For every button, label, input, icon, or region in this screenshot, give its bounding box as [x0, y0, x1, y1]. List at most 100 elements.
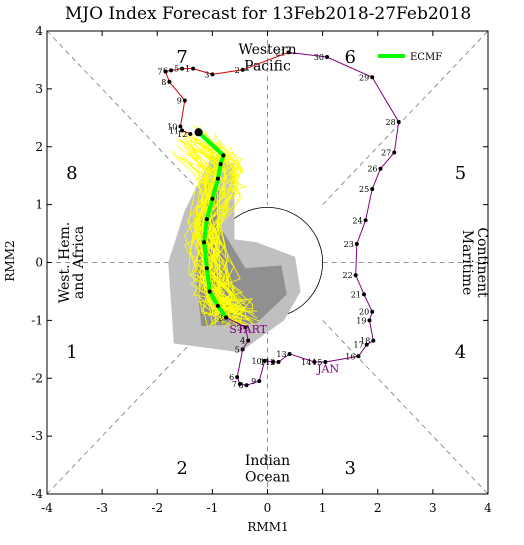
observed-point-label: 26: [367, 165, 377, 174]
observed-point-label: 12: [265, 358, 275, 367]
observed-point-label: 9: [177, 96, 182, 105]
ensemble-member-line: [180, 134, 257, 327]
observed-point: [363, 218, 368, 223]
region-label-bottom: Indian: [245, 453, 290, 469]
observed-point-label: 27: [381, 149, 391, 158]
ensemble-mean-point: [215, 176, 220, 181]
guide-diagonal-ul: [46, 30, 213, 205]
observed-point-label: 20: [359, 308, 369, 317]
y-tick-label: 0: [35, 256, 43, 270]
ensemble-mean-point: [221, 153, 226, 158]
observed-point: [178, 124, 183, 129]
observed-point-label: 5: [174, 65, 179, 74]
phase-number-5: 5: [455, 163, 466, 184]
phase-number-8: 8: [66, 163, 77, 184]
observed-point-label: 12: [177, 130, 187, 139]
ensemble-member-line: [189, 139, 239, 315]
observed-point: [167, 79, 172, 84]
x-axis-label: RMM1: [247, 520, 288, 534]
region-label-left: West. Hem.: [57, 222, 73, 303]
ensemble-mean-point: [204, 217, 209, 222]
x-tick-label: -2: [151, 501, 163, 515]
region-label-bottom: Ocean: [245, 469, 290, 485]
observed-point: [364, 342, 369, 347]
observed-point: [361, 292, 366, 297]
region-label-right: Continent: [474, 227, 490, 298]
observed-point: [262, 358, 267, 363]
x-tick-label: -1: [207, 501, 219, 515]
y-tick-label: 4: [35, 24, 43, 38]
y-tick-label: 2: [35, 140, 43, 154]
legend-label: ECMF: [410, 52, 442, 63]
observed-point-label: 24: [352, 216, 362, 225]
observed-point-label: 2: [218, 313, 223, 322]
observed-point: [276, 360, 281, 365]
x-tick-label: -3: [96, 501, 108, 515]
observed-point: [188, 132, 193, 137]
phase-number-2: 2: [176, 458, 187, 479]
observed-point: [240, 347, 245, 352]
observed-point: [356, 354, 361, 359]
observed-point-label: 9: [251, 377, 256, 386]
guide-diagonal-lr: [322, 320, 489, 495]
ensemble-member-line: [173, 155, 235, 328]
observed-point: [182, 98, 187, 103]
legend: ECMF: [378, 52, 442, 63]
observed-point: [237, 382, 242, 387]
observed-point-label: 4: [240, 337, 245, 346]
observed-point-label: 30: [314, 53, 324, 62]
observed-point: [240, 67, 245, 72]
ensemble-member-line: [193, 148, 225, 316]
forecast-end-point: [194, 128, 203, 137]
annotation-jan: JAN: [316, 362, 339, 375]
observed-point-label: 23: [344, 240, 354, 249]
y-tick-label: 1: [35, 198, 43, 212]
observed-point-label: 22: [343, 271, 353, 280]
observed-point: [271, 360, 276, 365]
observed-point: [210, 72, 215, 77]
ensemble-mean-point: [207, 289, 212, 294]
observed-point: [286, 50, 291, 55]
observed-point-label: 14: [301, 358, 311, 367]
ensemble-mean-point: [210, 196, 215, 201]
observed-point: [257, 379, 262, 384]
observed-point: [180, 128, 185, 133]
x-tick-label: 0: [264, 501, 272, 515]
y-tick-label: -3: [31, 429, 43, 443]
phase-number-1: 1: [66, 342, 77, 363]
observed-point: [378, 166, 383, 171]
observed-point: [370, 186, 375, 191]
region-label-right: Maritime: [459, 230, 475, 296]
observed-point: [367, 318, 372, 323]
observed-point-label: 3: [237, 323, 242, 332]
annotation-start: START: [229, 323, 267, 336]
observed-point: [353, 273, 358, 278]
guide-diagonal-ll: [46, 320, 213, 495]
observed-point: [396, 119, 401, 124]
region-label-left: and Africa: [71, 226, 87, 299]
y-tick-label: -2: [31, 371, 43, 385]
observed-point-label: 3: [204, 70, 209, 79]
observed-point: [169, 68, 174, 73]
observed-point-label: 18: [360, 337, 370, 346]
x-tick-label: -4: [41, 501, 53, 515]
observed-point-label: 11: [169, 127, 179, 136]
observed-point-label: 5: [235, 345, 240, 354]
region-label-top: Pacific: [244, 58, 291, 74]
observed-point-label: 10: [252, 357, 262, 366]
observed-point-label: 21: [275, 48, 285, 57]
phase-number-4: 4: [455, 342, 466, 363]
y-axis-label: RMM2: [3, 240, 17, 281]
observed-point: [392, 150, 397, 155]
ensemble-mean-point: [204, 266, 209, 271]
x-tick-label: 3: [429, 501, 437, 515]
phase-number-3: 3: [344, 458, 355, 479]
observed-point-label: 16: [345, 352, 355, 361]
chart-title: MJO Index Forecast for 13Feb2018-27Feb20…: [65, 4, 471, 24]
y-tick-label: -4: [31, 487, 43, 501]
observed-point-label: 15: [312, 358, 322, 367]
observed-point-label: 2: [235, 66, 240, 75]
observed-point: [370, 309, 375, 314]
